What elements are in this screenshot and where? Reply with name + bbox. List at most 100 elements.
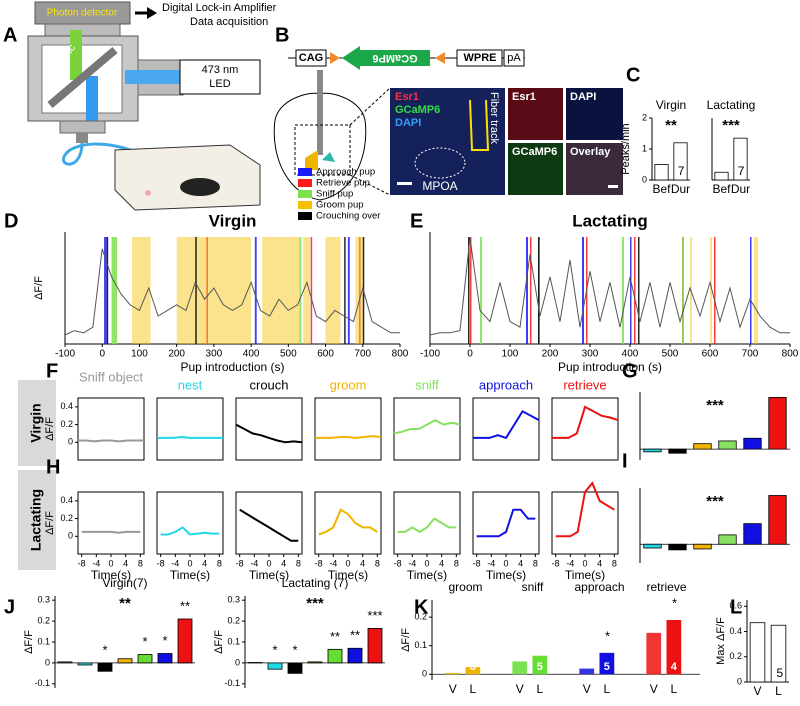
plot-frame — [314, 397, 382, 461]
behavior-span — [195, 237, 197, 344]
bar — [267, 662, 283, 670]
panel-label: L — [730, 596, 742, 618]
ferrule — [76, 133, 88, 143]
x-tick-label: L — [775, 684, 782, 698]
trace — [81, 530, 141, 534]
x-tick-label: -4 — [408, 558, 416, 568]
bar — [768, 397, 787, 450]
fiber-track-outline — [469, 99, 490, 151]
y-tick-label: 1 — [642, 143, 647, 153]
plot-frame — [235, 397, 303, 461]
mpoa-region — [305, 150, 318, 170]
series-label: L — [537, 682, 544, 696]
x-tick-label: 4 — [123, 558, 128, 568]
annotation: *** — [306, 595, 324, 612]
group-label: approach — [574, 580, 624, 594]
x-tick-label: 8 — [217, 558, 222, 568]
amplifier-label: Digital Lock-in Amplifier — [162, 2, 277, 14]
wpre — [456, 49, 503, 67]
bar — [743, 523, 762, 545]
y-tick-label: 0 — [422, 669, 427, 679]
n-label: 7 — [738, 164, 745, 178]
behavior-span — [176, 237, 252, 344]
led-label: LED — [209, 78, 230, 90]
bar — [532, 655, 548, 675]
x-tick-label: -4 — [250, 558, 258, 568]
y-tick-label: 0.2 — [60, 513, 73, 523]
significance: ** — [350, 628, 360, 643]
panel-label: I — [622, 450, 628, 472]
legend-swatch — [298, 190, 312, 198]
chart-title: crouch — [249, 377, 288, 392]
y-axis-label: ΔF/F — [23, 630, 35, 654]
legend-label: Crouching over — [316, 211, 380, 222]
x-axis-label: Time(s) — [170, 568, 210, 582]
x-tick-label: 200 — [542, 349, 559, 360]
x-tick-label: 0 — [187, 558, 192, 568]
y-tick-label: -0.1 — [34, 678, 50, 688]
trace — [429, 237, 790, 336]
x-tick-label: 600 — [702, 349, 719, 360]
y-tick-label: 0.2 — [227, 615, 240, 625]
bar — [287, 662, 303, 674]
x-axis-label: Pup introduction (s) — [558, 360, 662, 374]
behavior-span — [750, 237, 752, 344]
behavior-span — [303, 237, 310, 344]
x-tick-label: 0 — [503, 558, 508, 568]
x-tick-label: 8 — [138, 558, 143, 568]
y-tick-label: 0.3 — [227, 595, 240, 605]
y-tick-label: 0.1 — [37, 636, 50, 646]
construct-label: CAG — [299, 52, 323, 64]
behavior-span — [254, 237, 257, 344]
plot-frame — [551, 491, 619, 555]
chart-title: Virgin — [209, 211, 257, 230]
chart-title: nest — [178, 377, 203, 392]
behavior-span — [310, 237, 313, 344]
tile-label: GCaMP6 — [512, 146, 557, 158]
bar — [673, 142, 688, 181]
x-tick-label: 100 — [131, 349, 148, 360]
behavior-span — [359, 237, 361, 344]
y-tick-label: 0.4 — [60, 401, 73, 411]
n-label: 5 — [537, 661, 543, 673]
x-tick-label: Bef — [652, 182, 671, 196]
y-axis-label: ΔF/F — [400, 628, 412, 652]
trace — [318, 508, 378, 536]
plot-frame — [235, 491, 303, 555]
bar — [668, 543, 687, 551]
x-tick-label: 100 — [502, 349, 519, 360]
y-axis-label: Peaks/min — [620, 123, 632, 174]
y-axis-label: ΔF/F — [44, 417, 56, 441]
bar — [693, 443, 712, 450]
significance: * — [292, 642, 297, 657]
scale-bar — [397, 182, 412, 185]
trace — [397, 517, 457, 534]
bar — [643, 448, 662, 453]
n-label: 5 — [777, 666, 784, 680]
x-tick-label: 4 — [281, 558, 286, 568]
chart-title: Lactating — [572, 211, 648, 230]
x-tick-label: -100 — [55, 349, 75, 360]
behavior-span — [111, 237, 118, 344]
x-tick-label: -8 — [315, 558, 323, 568]
x-tick-label: Dur — [671, 182, 690, 196]
x-tick-label: 4 — [597, 558, 602, 568]
bar — [666, 620, 682, 675]
panel-label: F — [46, 360, 58, 382]
y-tick-label: 0.2 — [37, 615, 50, 625]
region-label: MPOA — [422, 179, 457, 193]
x-tick-label: 4 — [202, 558, 207, 568]
x-tick-label: -4 — [171, 558, 179, 568]
bar — [654, 164, 669, 181]
x-tick-label: 600 — [317, 349, 334, 360]
y-tick-label: 0.1 — [414, 640, 427, 650]
mpoa-outline — [414, 147, 466, 179]
plot-frame — [156, 491, 224, 555]
fiber-implant — [317, 70, 323, 155]
bar — [768, 495, 787, 545]
chart-title: Lactating — [707, 98, 756, 112]
plot-frame — [393, 491, 461, 555]
series-label: L — [604, 682, 611, 696]
y-tick-label: 0.4 — [729, 626, 742, 636]
x-tick-label: 4 — [518, 558, 523, 568]
